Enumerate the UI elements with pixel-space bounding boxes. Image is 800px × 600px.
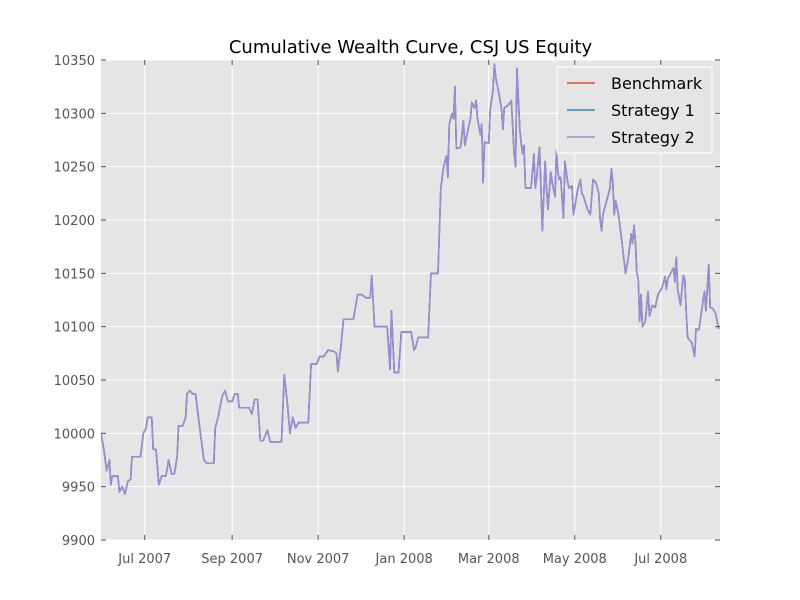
x-tick-label: Nov 2007 xyxy=(287,552,350,567)
y-tick-label: 10350 xyxy=(54,54,95,69)
x-tick-label: May 2008 xyxy=(543,552,607,567)
legend-label-benchmark: Benchmark xyxy=(611,74,703,93)
y-tick-label: 10100 xyxy=(54,321,95,336)
series-line-strategy-2 xyxy=(101,63,720,495)
y-tick-label: 10150 xyxy=(54,267,95,282)
axis-ticks: 9900 9950 10000 10050 10100 10150 10200 10250 10… xyxy=(54,54,720,567)
y-tick-label: 9950 xyxy=(62,481,95,496)
y-tick-label: 10050 xyxy=(54,374,95,389)
chart-title: Cumulative Wealth Curve, CSJ US Equity xyxy=(229,37,593,58)
x-tick-label: Jul 2008 xyxy=(633,552,687,567)
x-tick-label: Sep 2007 xyxy=(201,552,263,567)
series-lines xyxy=(101,63,720,495)
y-tick-label: 10000 xyxy=(54,427,95,442)
x-tick-label: Mar 2008 xyxy=(458,552,520,567)
y-tick-label: 9900 xyxy=(62,534,95,549)
y-tick-label: 10200 xyxy=(54,214,95,229)
y-tick-label: 10300 xyxy=(54,107,95,122)
x-tick-label: Jan 2008 xyxy=(375,552,433,567)
grid xyxy=(101,59,720,541)
x-tick-label: Jul 2007 xyxy=(117,552,171,567)
legend-label-strategy-2: Strategy 2 xyxy=(611,128,695,147)
legend-label-strategy-1: Strategy 1 xyxy=(611,101,695,120)
legend: Benchmark Strategy 1 Strategy 2 xyxy=(556,66,713,154)
y-tick-label: 10250 xyxy=(54,161,95,176)
